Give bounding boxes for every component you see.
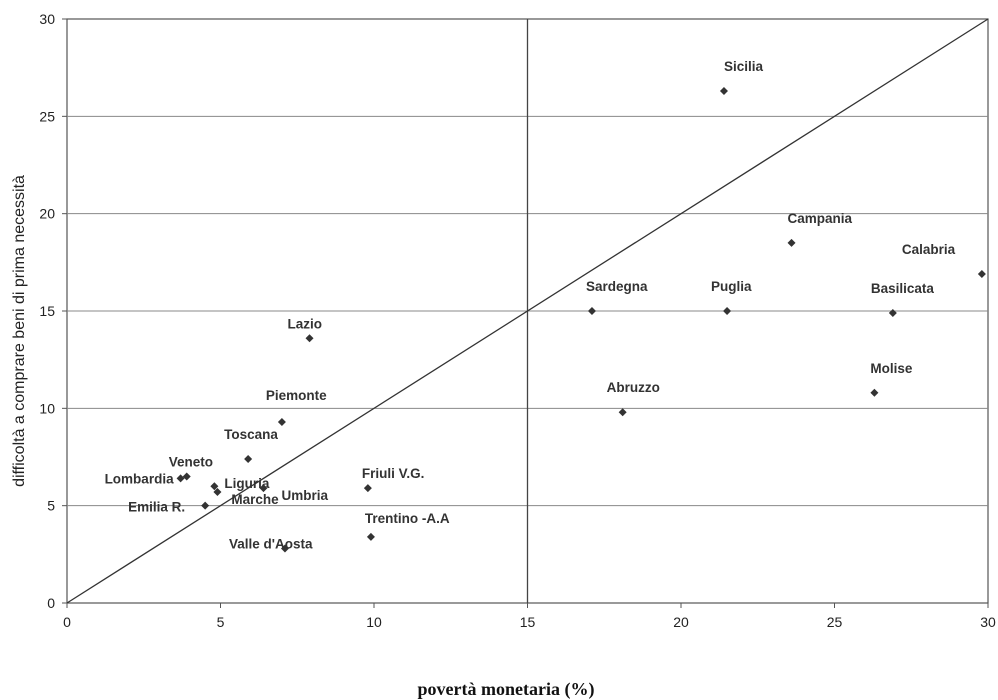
- y-tick-label: 0: [47, 595, 55, 611]
- x-tick-label: 5: [217, 614, 225, 630]
- data-point: [305, 334, 314, 343]
- point-label: Toscana: [224, 427, 278, 442]
- data-point: [787, 238, 796, 247]
- point-label: Umbria: [281, 488, 328, 503]
- axis-ticks: 0 5 10 15 20 25 30 0 5 10 15 20 25 30: [39, 11, 996, 630]
- point-label: Sardegna: [586, 279, 648, 294]
- data-point: [210, 482, 219, 491]
- point-label: Emilia R.: [128, 500, 185, 515]
- point-labels: Sicilia Campania Calabria Sardegna Puglia Bas…: [105, 59, 956, 551]
- y-tick-label: 15: [39, 303, 55, 319]
- point-label: Molise: [870, 361, 913, 376]
- point-label: Liguria: [224, 476, 269, 491]
- data-point: [618, 408, 627, 417]
- data-point: [182, 472, 191, 481]
- data-point: [587, 307, 596, 315]
- data-point: [259, 484, 268, 493]
- point-label: Marche: [231, 492, 279, 507]
- x-tick-label: 0: [63, 614, 71, 630]
- point-label: Valle d'Aosta: [229, 536, 313, 551]
- data-point: [870, 388, 879, 397]
- reference-lines: [66, 18, 989, 604]
- x-tick-label: 25: [827, 614, 843, 630]
- x-tick-label: 20: [673, 614, 689, 630]
- point-label: Friuli V.G.: [362, 466, 425, 481]
- y-tick-label: 5: [47, 498, 55, 514]
- point-label: Campania: [788, 211, 853, 226]
- point-label: Lazio: [288, 316, 323, 331]
- data-point: [213, 488, 222, 497]
- x-tick-label: 30: [980, 614, 996, 630]
- point-label: Abruzzo: [607, 380, 660, 395]
- data-point: [280, 544, 289, 553]
- point-label: Trentino -A.A: [365, 511, 450, 526]
- data-point: [888, 308, 897, 317]
- data-point: [244, 454, 253, 463]
- data-point: [366, 532, 375, 541]
- x-tick-label: 15: [520, 614, 536, 630]
- data-point: [176, 474, 185, 483]
- y-tick-label: 20: [39, 206, 55, 222]
- data-point: [719, 87, 728, 96]
- point-label: Veneto: [169, 454, 213, 469]
- data-point: [363, 484, 372, 493]
- diagonal-reference-line: [66, 18, 989, 604]
- data-point: [201, 501, 210, 510]
- y-tick-label: 10: [39, 400, 55, 416]
- point-label: Calabria: [902, 242, 956, 257]
- point-label: Piemonte: [266, 388, 327, 403]
- data-point: [723, 307, 732, 315]
- point-label: Basilicata: [871, 281, 935, 296]
- point-label: Lombardia: [105, 471, 175, 486]
- point-label: Sicilia: [724, 59, 764, 74]
- y-axis-label: difficoltà a comprare beni di prima nece…: [11, 175, 28, 487]
- data-points: [176, 87, 986, 553]
- y-tick-label: 25: [39, 108, 55, 124]
- x-axis-label: povertà monetaria (%): [418, 679, 595, 700]
- y-tick-label: 30: [39, 11, 55, 27]
- point-label: Puglia: [711, 279, 752, 294]
- x-tick-label: 10: [366, 614, 382, 630]
- data-point: [277, 417, 286, 426]
- data-point: [977, 270, 986, 279]
